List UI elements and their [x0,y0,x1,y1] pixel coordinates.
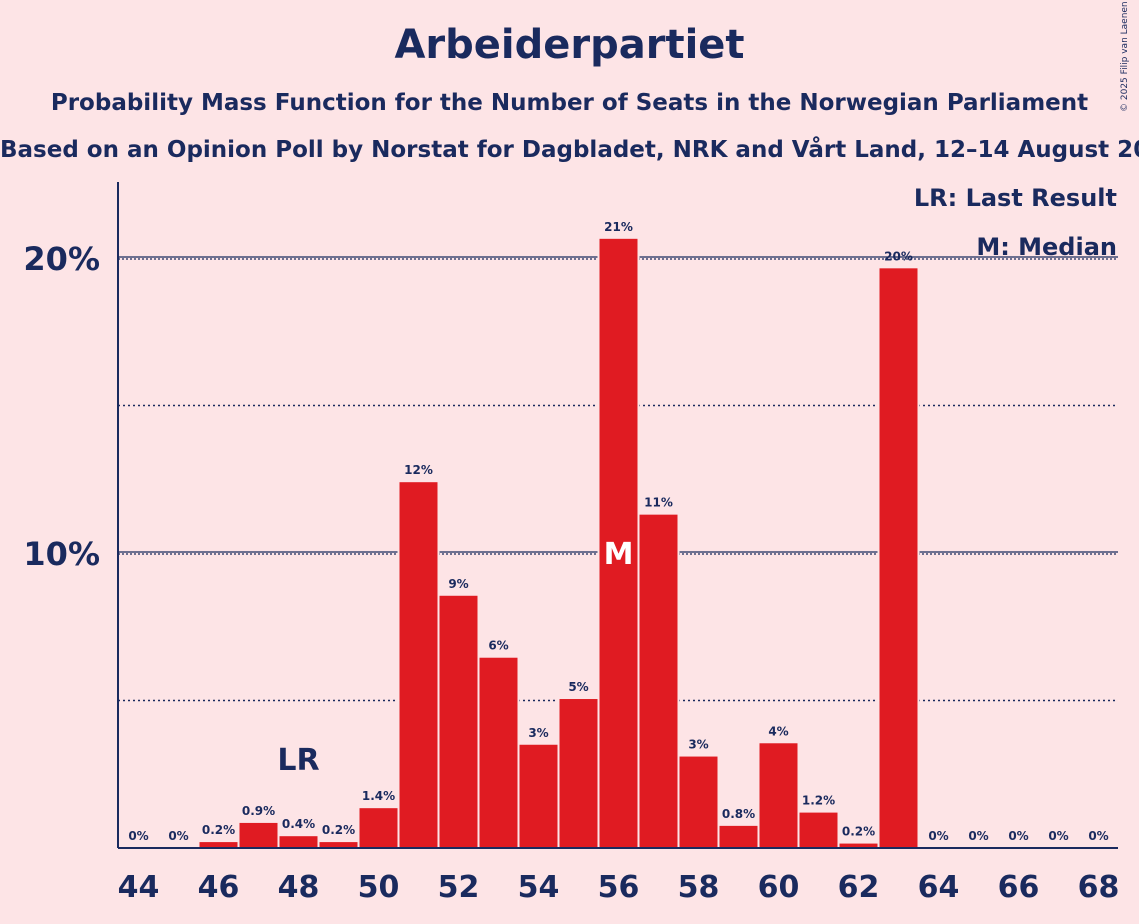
bar-value-label: 0% [928,829,948,843]
bar-value-label: 0.2% [322,823,355,837]
legend-last-result: LR: Last Result [913,184,1117,212]
bar-seat-54 [519,744,558,848]
bar-seat-61 [799,812,838,848]
x-tick-label: 64 [918,870,960,905]
bar-seat-59 [719,825,758,848]
bar-value-label: 3% [688,738,708,752]
x-tick-label: 52 [438,870,480,905]
chart-title: Arbeiderpartiet [394,22,745,68]
bar-seat-53 [479,657,518,848]
bar-value-label: 0.2% [202,823,235,837]
bar-value-label: 1.2% [802,794,835,808]
x-tick-label: 46 [198,870,240,905]
bar-value-label: 0.4% [282,817,315,831]
bar-value-label: 0% [1088,829,1108,843]
x-tick-label: 50 [358,870,400,905]
x-tick-label: 58 [678,870,720,905]
bar-value-label: 6% [488,639,508,653]
chart-subtitle: Probability Mass Function for the Number… [50,90,1089,116]
bar-seat-49 [319,842,358,848]
bar-value-label: 0% [168,829,188,843]
bar-seat-62 [839,843,878,848]
last-result-marker: LR [277,743,319,778]
median-marker: M [604,537,634,572]
y-tick-label: 20% [23,240,100,278]
bar-value-label: 0% [1008,829,1028,843]
bar-value-label: 0.2% [842,825,875,839]
bar-value-label: 12% [404,463,433,477]
bar-value-label: 5% [568,680,588,694]
bar-value-label: 0.8% [722,807,755,821]
x-tick-label: 60 [758,870,800,905]
bar-seat-57 [639,514,678,848]
bar-value-label: 0.9% [242,804,275,818]
bar-value-label: 1.4% [362,789,395,803]
bar-seat-63 [879,268,918,848]
x-tick-label: 54 [518,870,560,905]
x-tick-label: 66 [998,870,1040,905]
chart-source-subtitle: Based on an Opinion Poll by Norstat for … [0,137,1139,163]
bar-value-label: 4% [768,724,788,738]
bar-seat-47 [239,822,278,848]
bar-seat-52 [439,595,478,848]
bar-seat-60 [759,743,798,848]
x-tick-label: 62 [838,870,880,905]
bar-value-label: 20% [884,249,913,263]
x-tick-label: 68 [1078,870,1120,905]
bar-value-label: 9% [448,577,468,591]
bar-value-label: 3% [528,726,548,740]
bar-seat-46 [199,842,238,848]
bar-seat-58 [679,756,718,848]
bar-value-label: 21% [604,220,633,234]
bar-seat-50 [359,808,398,848]
bar-value-label: 0% [1048,829,1068,843]
x-tick-label: 44 [118,870,160,905]
bar-value-label: 11% [644,496,673,510]
legend-median: M: Median [976,233,1117,261]
bar-seat-56 [599,238,638,848]
bar-seat-51 [399,482,438,848]
bar-value-label: 0% [968,829,988,843]
bar-seat-55 [559,699,598,848]
x-tick-label: 56 [598,870,640,905]
x-tick-label: 48 [278,870,320,905]
y-tick-label: 10% [23,535,100,573]
bar-value-label: 0% [128,829,148,843]
bar-seat-48 [279,836,318,848]
